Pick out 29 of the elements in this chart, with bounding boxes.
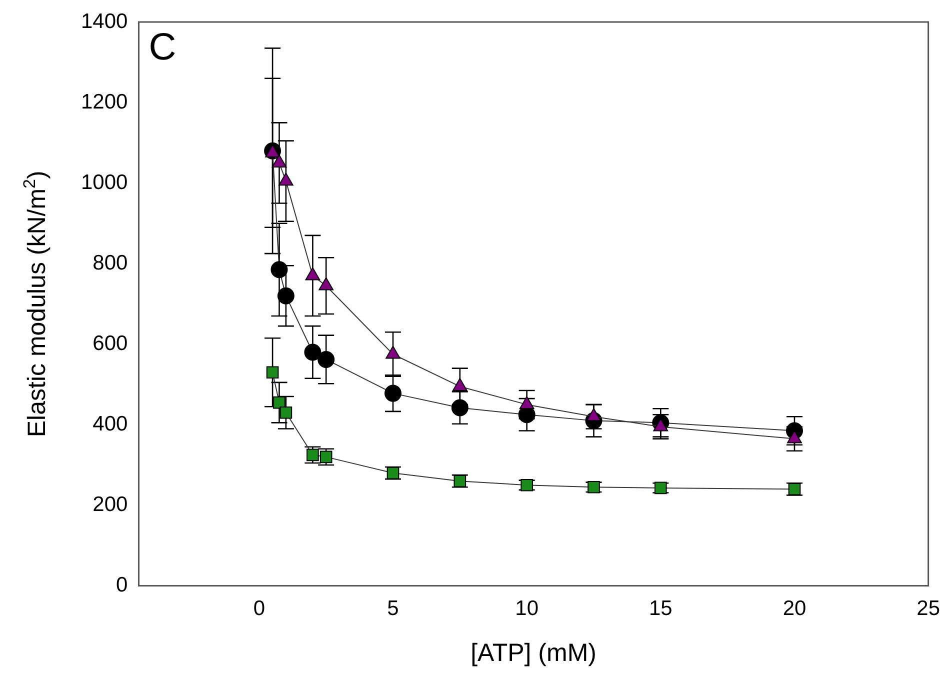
annotation: C xyxy=(148,26,176,68)
y-tick-label: 400 xyxy=(92,412,128,436)
point xyxy=(272,154,287,168)
y-tick-label: 1200 xyxy=(81,90,128,114)
x-axis-title: [ATP] (mM) xyxy=(470,638,596,667)
y-tick-label: 800 xyxy=(92,251,128,274)
point xyxy=(318,277,334,290)
y-tick-label: 0 xyxy=(116,574,128,597)
y-tick-label: 200 xyxy=(92,493,128,516)
point xyxy=(278,172,294,186)
point xyxy=(318,350,335,368)
y-axis-title: Elastic modulus (kN/m2) xyxy=(20,170,51,438)
point xyxy=(451,399,468,416)
x-tick-label: 25 xyxy=(916,597,940,620)
x-tick-label: 0 xyxy=(253,597,266,620)
x-tick-label: 15 xyxy=(648,597,672,620)
point xyxy=(305,267,320,280)
y-tick-label: 600 xyxy=(92,332,128,355)
y-tick-label: 1400 xyxy=(81,10,128,33)
point xyxy=(519,396,534,410)
point xyxy=(386,346,400,359)
point xyxy=(384,384,402,402)
x-tick-label: 20 xyxy=(782,597,806,620)
point xyxy=(277,287,294,304)
y-tick-label: 1000 xyxy=(81,170,128,194)
x-tick-label: 5 xyxy=(387,597,399,620)
x-tick-label: 10 xyxy=(515,597,539,620)
point xyxy=(304,344,322,361)
point xyxy=(270,261,288,278)
